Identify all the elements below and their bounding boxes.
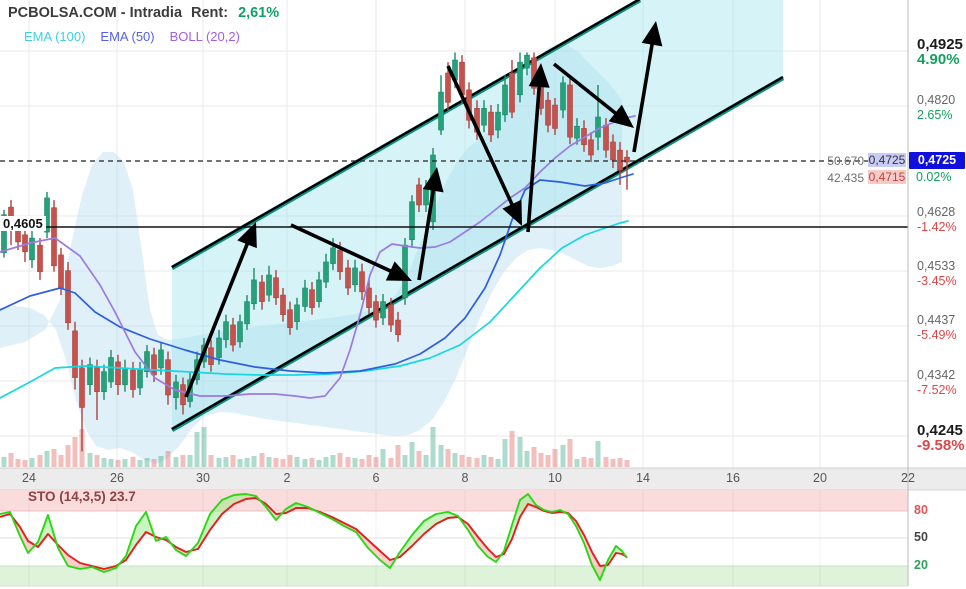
x-axis-label-5: 8 [461,471,469,485]
x-axis-label-0: 24 [22,471,36,485]
header: PCBOLSA.COM - Intradia Rent: 2,61% [8,5,279,21]
y-axis-pct-2: -1.42% [917,220,957,234]
y-axis-price-3: 0,4533 [917,259,956,273]
x-axis-label-8: 16 [726,471,740,485]
indicator-value-lo: 42.435 [827,171,864,185]
x-axis-label-4: 6 [372,471,380,485]
x-axis-label-2: 30 [196,471,210,485]
sto-level-1: 50 [914,530,928,544]
current-price-badge: 0,4725 [909,152,965,169]
x-axis-label-9: 20 [813,471,827,485]
y-axis-price-6: 0,4245 [917,422,963,439]
sto-level-2: 20 [914,558,928,572]
indicator-chip-hi: 0,4725 [868,153,906,167]
page-title: PCBOLSA.COM - Intradia [8,5,183,21]
y-axis-price-0: 0,4925 [917,36,963,53]
y-axis-price-5: 0,4342 [917,368,956,382]
current-price-pct: 0.02% [916,170,952,184]
y-axis-pct-0: 4.90% [917,51,960,68]
x-axis-label-10: 22 [901,471,915,485]
rent-value: 2,61% [238,5,280,21]
y-axis-pct-3: -3.45% [917,274,957,288]
indicator-chip-lo: 0,4715 [868,170,906,184]
x-axis-label-1: 26 [110,471,124,485]
legend-item-1: EMA (50) [100,29,155,44]
y-axis-price-4: 0,4437 [917,313,956,327]
sto-level-0: 80 [914,503,928,517]
y-axis-pct-1: 2.65% [917,108,953,122]
x-axis-label-6: 10 [548,471,562,485]
x-axis-label-3: 2 [283,471,291,485]
indicator-legend: EMA (100) EMA (50) BOLL (20,2) [24,29,255,44]
y-axis-pct-6: -9.58% [917,437,965,454]
sto-indicator-title: STO (14,3,5) 23.7 [28,489,136,504]
legend-item-2: BOLL (20,2) [169,29,240,44]
legend-item-0: EMA (100) [24,29,86,44]
x-axis-label-7: 14 [636,471,650,485]
left-price-label: 0,4605 [0,216,46,231]
rent-label: Rent: [191,5,229,21]
y-axis-price-1: 0,4820 [917,93,956,107]
indicator-value-hi: 50.670 [827,154,864,168]
y-axis-pct-5: -7.52% [917,383,957,397]
y-axis-pct-4: -5.49% [917,328,957,342]
y-axis-price-2: 0,4628 [917,205,956,219]
